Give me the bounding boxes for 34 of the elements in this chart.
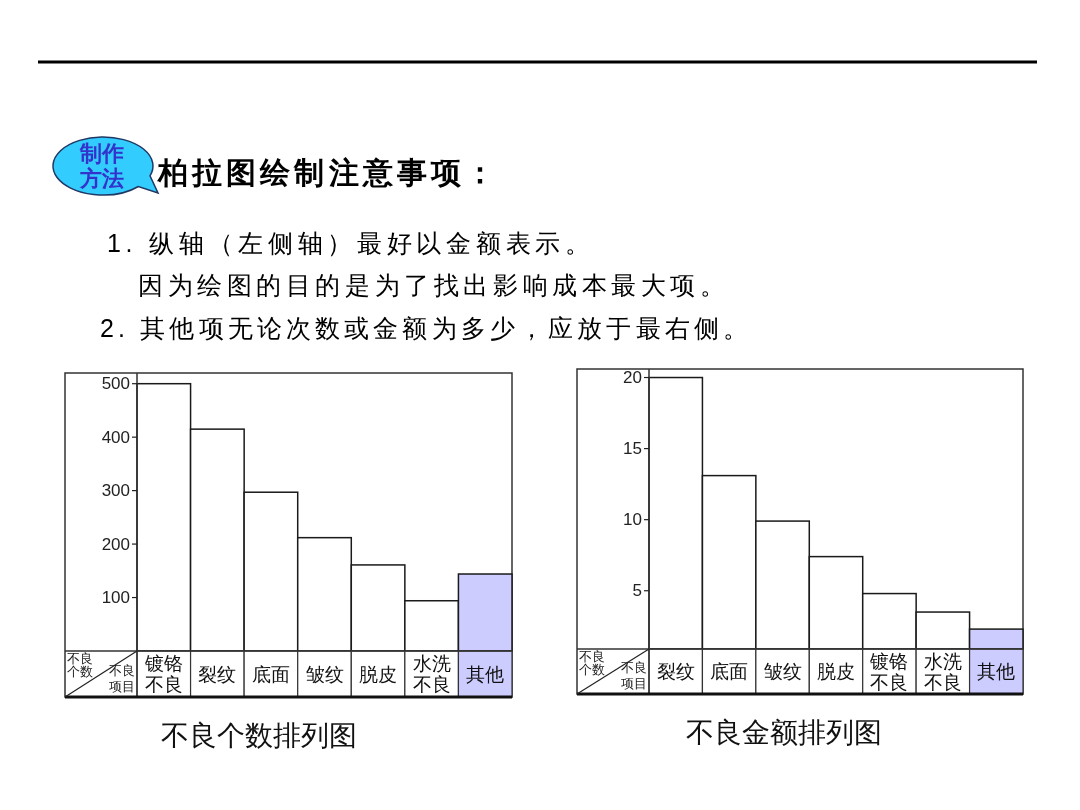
- x-tick-label: 底面: [251, 663, 290, 685]
- x-tick-label: 底面: [710, 661, 749, 682]
- y-axis-title: 不良个数: [67, 651, 93, 679]
- y-tick-label: 500: [101, 374, 130, 394]
- y-tick-label: 10: [623, 510, 642, 530]
- x-tick-label: 皱纹: [305, 663, 344, 685]
- x-tick-label: 裂纹: [198, 663, 237, 685]
- text: 柏拉图绘制注意事项：: [156, 156, 495, 189]
- text: 2. 其他项无论次数或金额为多少，应放于最右侧。: [100, 314, 748, 342]
- x-tick-label: 其他: [466, 663, 505, 685]
- x-tick-label: 其他: [977, 661, 1016, 682]
- text: 因为绘图的目的是为了找出影响成本最大项。: [138, 271, 725, 299]
- y-tick-label: 5: [632, 581, 642, 601]
- text: 1. 纵轴（左侧轴）最好以金额表示。: [107, 229, 590, 257]
- y-tick-label: 300: [101, 481, 130, 501]
- x-tick-label: 脱皮: [359, 663, 398, 685]
- y-axis-title: 不良个数: [579, 649, 605, 677]
- x-tick-label: 镀铬不良: [143, 653, 183, 695]
- x-tick-label: 镀铬不良: [869, 650, 909, 693]
- text: 不良金额排列图: [686, 717, 882, 748]
- x-axis-title: 不良项目: [109, 663, 135, 694]
- x-tick-label: 水洗不良: [923, 650, 962, 693]
- y-tick-label: 20: [623, 368, 642, 388]
- y-tick-label: 400: [101, 427, 130, 447]
- text: 制作方法: [79, 141, 124, 191]
- x-axis-title: 不良项目: [621, 660, 647, 691]
- text: 不良个数排列图: [161, 720, 357, 751]
- x-tick-label: 水洗不良: [412, 653, 451, 695]
- x-tick-label: 皱纹: [763, 661, 802, 682]
- y-tick-label: 200: [101, 534, 130, 554]
- x-tick-label: 脱皮: [817, 661, 855, 682]
- y-tick-label: 100: [101, 588, 130, 608]
- x-tick-label: 裂纹: [656, 661, 695, 682]
- y-tick-label: 15: [623, 439, 642, 459]
